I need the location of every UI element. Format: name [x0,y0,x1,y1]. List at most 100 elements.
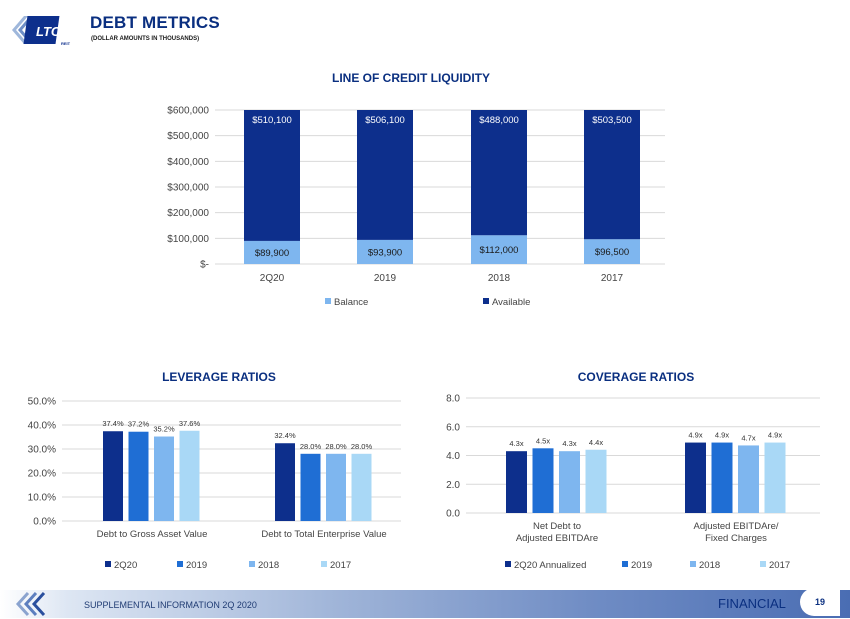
x-tick-label: 2017 [601,273,624,284]
x-tick-label: Fixed Charges [705,533,767,544]
x-tick-label: Net Debt to [533,521,581,532]
bar-2018 [559,451,580,513]
data-label: $112,000 [480,245,519,256]
y-tick-label: 2.0 [446,480,460,491]
x-tick-label: 2Q20 [260,273,285,284]
bar-2019 [128,431,149,521]
bar-balance [357,239,413,264]
legend-label: 2017 [769,560,790,571]
y-tick-label: $400,000 [167,157,209,168]
data-label: 4.4x [589,438,603,447]
bar-2017 [179,430,200,521]
coverage-chart: COVERAGE RATIOS 0.0 2.0 4.0 6.0 8.0 4.3x 4.5x 4.… [446,370,820,571]
data-label: 35.2% [153,425,175,434]
legend-swatch [622,561,628,567]
bar-2q20 [275,443,295,521]
data-label: $488,000 [479,115,519,126]
data-label: $510,100 [252,115,292,126]
legend-label: 2018 [258,560,279,571]
chart-title: LEVERAGE RATIOS [162,370,276,384]
y-tick-label: $300,000 [167,183,209,194]
y-tick-label: 40.0% [28,421,56,432]
page-number: 19 [815,597,826,607]
y-tick-label: $100,000 [167,234,209,245]
legend-label: 2Q20 Annualized [514,560,586,571]
bar-2018 [154,436,174,521]
bar-available [471,110,527,236]
chart-title: LINE OF CREDIT LIQUIDITY [332,71,490,85]
data-label: 4.9x [768,431,782,440]
y-tick-label: $200,000 [167,208,209,219]
bar-available [244,110,300,241]
y-tick-label: $- [200,260,209,271]
legend-swatch [105,561,111,567]
data-label: 37.4% [102,419,124,428]
x-tick-label: 2018 [488,273,511,284]
bar-balance [244,240,300,264]
y-tick-label: 4.0 [446,451,460,462]
y-tick-label: 0.0% [33,517,56,528]
y-tick-label: 20.0% [28,469,56,480]
ltc-logo: LTC REIT [12,16,71,46]
legend-swatch [760,561,766,567]
legend-swatch [177,561,183,567]
legend-swatch [690,561,696,567]
legend-label: 2019 [186,560,207,571]
bar-2q20 [103,431,123,521]
data-label: $503,500 [592,115,632,126]
bar-2019 [300,453,321,521]
legend-swatch [249,561,255,567]
logo-subtext: REIT [61,41,71,46]
x-tick-label: Debt to Total Enterprise Value [261,529,386,540]
y-tick-label: 0.0 [446,509,460,520]
bar-2q20-annualized [685,442,706,513]
x-tick-label: Adjusted EBITDAre/ [693,521,778,532]
y-tick-label: 30.0% [28,445,56,456]
data-label: 28.0% [300,442,322,451]
logo-text: LTC [36,24,61,39]
bar-balance [584,239,640,264]
x-tick-label: Debt to Gross Asset Value [97,529,208,540]
data-label: 4.9x [688,431,702,440]
legend-label: 2019 [631,560,652,571]
data-label: 4.3x [562,439,576,448]
legend-label: 2018 [699,560,720,571]
y-tick-label: 6.0 [446,422,460,433]
page-subtitle: (DOLLAR AMOUNTS IN THOUSANDS) [91,36,200,42]
footer-bar [0,590,850,618]
x-tick-label: Adjusted EBITDAre [516,533,598,544]
data-label: 28.0% [351,442,373,451]
data-label: 4.3x [509,439,523,448]
legend-swatch [505,561,511,567]
data-label: 37.6% [179,419,201,428]
bar-2q20-annualized [506,451,527,513]
data-label: 32.4% [274,431,296,440]
bar-2018 [738,445,759,513]
footer-section-label: FINANCIAL [718,596,786,611]
data-label: $96,500 [595,247,629,258]
bar-2018 [326,453,346,521]
x-tick-label: 2019 [374,273,397,284]
data-label: 4.5x [536,436,550,445]
data-label: $506,100 [365,115,405,126]
legend-label: Balance [334,297,368,308]
bar-available [584,110,640,240]
legend-swatch [483,298,489,304]
liquidity-chart: LINE OF CREDIT LIQUIDITY $- $100,000 $200,0… [167,71,665,308]
data-label: 4.7x [741,433,755,442]
legend-swatch [325,298,331,304]
bar-2017 [585,449,607,513]
legend-label: 2017 [330,560,351,571]
y-tick-label: $500,000 [167,131,209,142]
bar-2017 [351,453,372,521]
bar-balance [471,235,527,264]
data-label: 37.2% [128,420,150,429]
chart-title: COVERAGE RATIOS [578,370,694,384]
bar-available [357,110,413,240]
bar-2019 [532,448,554,513]
leverage-chart: LEVERAGE RATIOS 0.0% 10.0% 20.0% 30.0% 40.0% 5… [28,370,401,571]
legend-label: 2Q20 [114,560,137,571]
legend-swatch [321,561,327,567]
y-tick-label: 50.0% [28,397,56,408]
bar-2017 [764,442,786,513]
